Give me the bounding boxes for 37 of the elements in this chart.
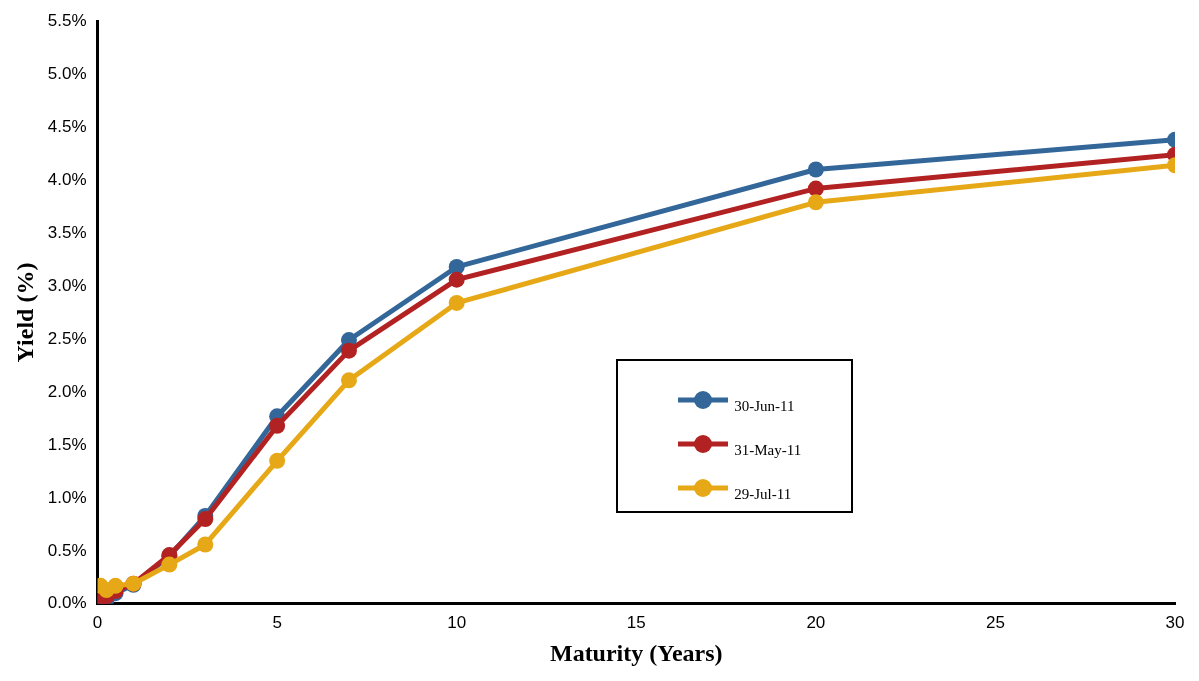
point [448, 294, 465, 311]
point [197, 536, 214, 553]
point [161, 556, 178, 573]
point [807, 194, 824, 211]
y-axis-title: Yield (%) [11, 262, 38, 363]
x-tick-label: 20 [806, 612, 826, 632]
point [340, 372, 357, 389]
y-tick-label: 5.0% [47, 63, 87, 83]
x-tick-label: 10 [447, 612, 467, 632]
point [807, 161, 824, 178]
point [448, 271, 465, 288]
y-tick-label: 4.0% [47, 169, 87, 189]
y-tick-label: 0.0% [47, 593, 87, 613]
x-tick-label: 0 [92, 612, 103, 632]
x-tick-label: 30 [1165, 612, 1185, 632]
y-tick-label: 2.0% [47, 381, 87, 401]
y-tick-label: 1.0% [47, 487, 87, 507]
point [197, 511, 214, 528]
y-tick-label: 3.5% [47, 222, 87, 242]
y-tick-label: 1.5% [47, 434, 87, 454]
y-tick-label: 3.0% [47, 275, 87, 295]
y-tick-label: 4.5% [47, 116, 87, 136]
point [807, 180, 824, 197]
y-tick-label: 0.5% [47, 540, 87, 560]
y-tick-label: 5.5% [47, 10, 87, 30]
x-tick-label: 15 [626, 612, 646, 632]
point [269, 417, 286, 434]
y-tick-label: 2.5% [47, 328, 87, 348]
point [107, 577, 124, 594]
legend-label: 31-May-11 [734, 442, 802, 460]
legend-label: 30-Jun-11 [734, 398, 795, 416]
x-axis-title: Maturity (Years) [549, 639, 723, 666]
point [269, 452, 286, 469]
x-tick-label: 5 [272, 612, 282, 632]
x-tick-label: 25 [985, 612, 1005, 632]
point [340, 342, 357, 359]
legend-label: 29-Jul-11 [734, 486, 792, 504]
